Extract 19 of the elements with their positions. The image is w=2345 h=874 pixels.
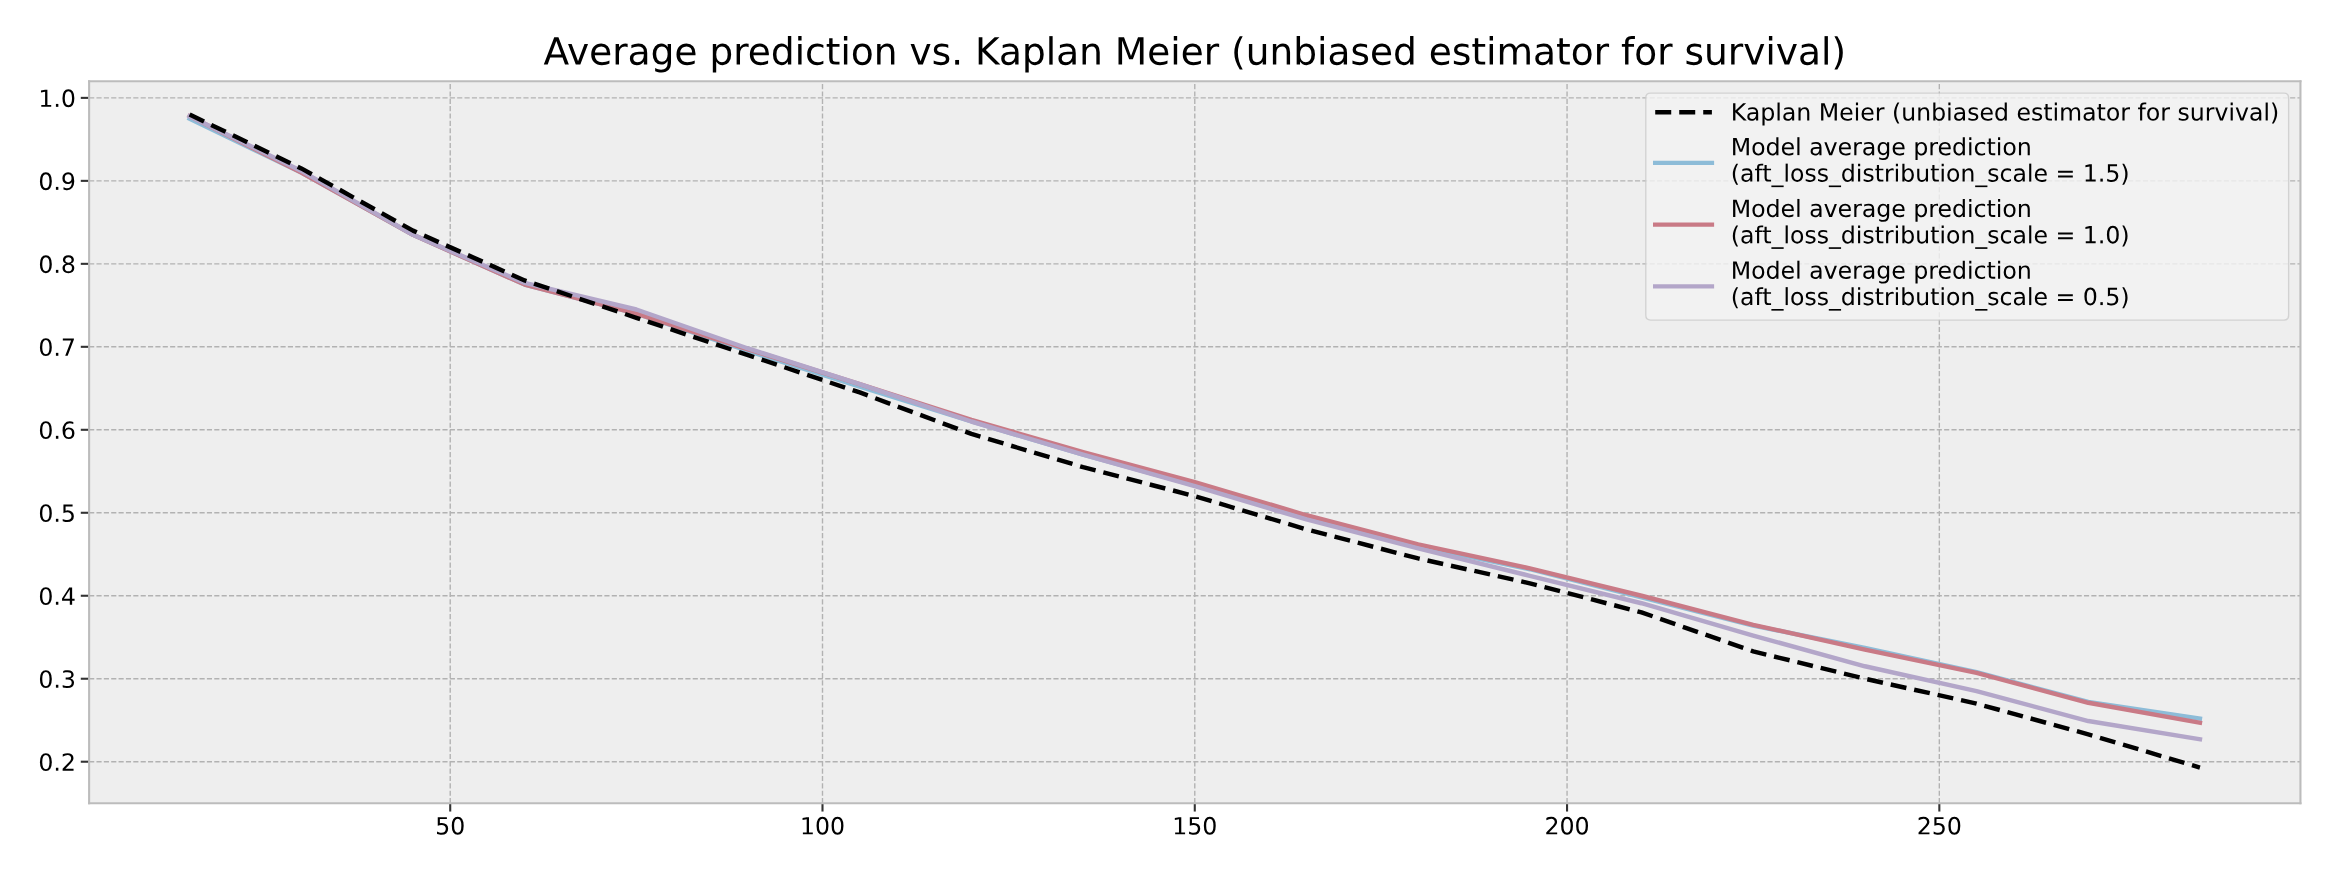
x-tick-label: 250: [1918, 816, 1961, 835]
legend-label: Model average prediction (aft_loss_distribution_scale = 1.5): [1732, 137, 2128, 188]
legend-label: Model average prediction (aft_loss_distribution_scale = 0.5): [1732, 260, 2128, 311]
x-tick-label: 200: [1546, 816, 1589, 835]
x-tick-label: 50: [437, 816, 464, 835]
y-tick-label: 0.8: [39, 255, 75, 274]
x-tick-label: 150: [1174, 816, 1216, 835]
y-tick-label: 0.4: [39, 587, 75, 606]
y-tick-label: 0.9: [39, 172, 75, 191]
y-tick-label: 0.3: [39, 670, 75, 689]
y-tick-label: 0.7: [39, 338, 74, 357]
legend-label: Model average prediction (aft_loss_distribution_scale = 1.0): [1732, 198, 2128, 249]
y-tick-label: 0.5: [39, 504, 74, 523]
y-tick-label: 0.6: [39, 421, 75, 440]
y-tick-label: 1.0: [40, 89, 75, 108]
y-tick-label: 0.2: [39, 753, 74, 772]
chart-title: Average prediction vs. Kaplan Meier (unbiased estimator for survival): [543, 36, 1843, 73]
x-tick-label: 100: [802, 816, 844, 835]
legend-label: Kaplan Meier (unbiased estimator for survival): [1733, 102, 2278, 126]
